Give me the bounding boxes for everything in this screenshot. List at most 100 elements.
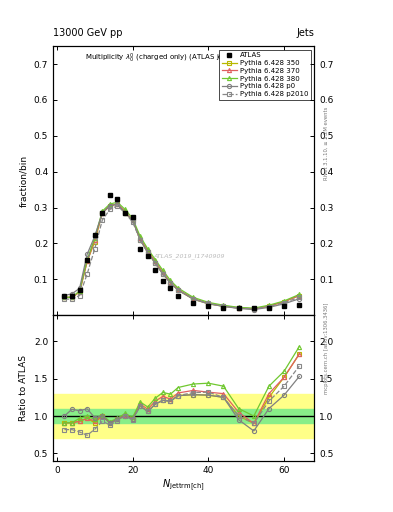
Pythia 6.428 380: [138, 233, 143, 240]
ATLAS: [123, 210, 127, 216]
Pythia 6.428 370: [160, 269, 165, 275]
Pythia 6.428 380: [100, 208, 105, 214]
Pythia 6.428 370: [168, 279, 173, 285]
Pythia 6.428 p0: [221, 303, 226, 309]
Pythia 6.428 370: [130, 217, 135, 223]
Text: Rivet 3.1.10, ≥ 3.2M events: Rivet 3.1.10, ≥ 3.2M events: [324, 106, 329, 180]
ATLAS: [108, 192, 112, 198]
ATLAS: [221, 305, 226, 311]
Pythia 6.428 350: [252, 306, 256, 312]
Pythia 6.428 350: [92, 239, 97, 245]
Pythia 6.428 p0: [236, 305, 241, 311]
Pythia 6.428 p0: [168, 280, 173, 286]
Pythia 6.428 p0: [297, 296, 301, 302]
Pythia 6.428 350: [221, 303, 226, 309]
ATLAS: [153, 267, 158, 273]
Text: ATLAS_2019_I1740909: ATLAS_2019_I1740909: [153, 253, 225, 259]
ATLAS: [77, 287, 82, 293]
Pythia 6.428 350: [266, 303, 271, 309]
Pythia 6.428 380: [153, 257, 158, 263]
Pythia 6.428 380: [206, 300, 211, 306]
ATLAS: [62, 292, 67, 298]
Pythia 6.428 350: [138, 237, 143, 243]
Pythia 6.428 370: [115, 201, 120, 207]
Pythia 6.428 p0: [138, 237, 143, 243]
Pythia 6.428 370: [266, 303, 271, 309]
Pythia 6.428 p0: [153, 260, 158, 266]
Line: Pythia 6.428 p0: Pythia 6.428 p0: [62, 202, 301, 312]
Pythia 6.428 350: [145, 249, 150, 255]
Pythia 6.428 p2010: [77, 292, 82, 298]
Y-axis label: fraction/bin: fraction/bin: [19, 155, 28, 207]
Pythia 6.428 350: [297, 292, 301, 298]
Pythia 6.428 p0: [108, 203, 112, 209]
Pythia 6.428 p0: [130, 217, 135, 223]
Pythia 6.428 p0: [85, 251, 90, 258]
Pythia 6.428 380: [115, 199, 120, 205]
Pythia 6.428 370: [153, 259, 158, 265]
Pythia 6.428 370: [70, 294, 74, 301]
Pythia 6.428 p2010: [176, 287, 180, 293]
Legend: ATLAS, Pythia 6.428 350, Pythia 6.428 370, Pythia 6.428 380, Pythia 6.428 p0, Py: ATLAS, Pythia 6.428 350, Pythia 6.428 37…: [219, 50, 311, 100]
Pythia 6.428 380: [236, 304, 241, 310]
Pythia 6.428 p0: [115, 201, 120, 207]
ATLAS: [115, 196, 120, 202]
Pythia 6.428 370: [191, 295, 196, 302]
Pythia 6.428 380: [92, 235, 97, 241]
Bar: [53, 394, 314, 438]
ATLAS: [145, 253, 150, 259]
Pythia 6.428 380: [266, 302, 271, 308]
Pythia 6.428 370: [282, 298, 286, 305]
Pythia 6.428 p0: [282, 301, 286, 307]
Pythia 6.428 350: [130, 217, 135, 223]
ATLAS: [130, 214, 135, 220]
ATLAS: [160, 278, 165, 284]
Pythia 6.428 370: [85, 259, 90, 265]
Pythia 6.428 380: [123, 206, 127, 212]
Pythia 6.428 p0: [100, 210, 105, 216]
Pythia 6.428 p2010: [108, 206, 112, 212]
Pythia 6.428 370: [176, 286, 180, 292]
Pythia 6.428 380: [252, 305, 256, 311]
Line: Pythia 6.428 350: Pythia 6.428 350: [62, 202, 301, 311]
Pythia 6.428 370: [138, 235, 143, 241]
Pythia 6.428 p2010: [160, 271, 165, 277]
Pythia 6.428 370: [206, 301, 211, 307]
Pythia 6.428 370: [92, 237, 97, 243]
Pythia 6.428 p2010: [168, 280, 173, 286]
Pythia 6.428 p2010: [206, 301, 211, 307]
Pythia 6.428 350: [206, 301, 211, 307]
Pythia 6.428 p0: [77, 285, 82, 291]
Pythia 6.428 350: [153, 260, 158, 266]
Pythia 6.428 350: [282, 298, 286, 305]
Line: ATLAS: ATLAS: [62, 193, 302, 311]
Pythia 6.428 350: [236, 305, 241, 311]
ATLAS: [92, 231, 97, 238]
ATLAS: [85, 257, 90, 263]
Pythia 6.428 p2010: [282, 300, 286, 306]
Pythia 6.428 p2010: [252, 306, 256, 312]
Pythia 6.428 350: [123, 210, 127, 216]
Pythia 6.428 p2010: [70, 296, 74, 302]
ATLAS: [100, 210, 105, 216]
Pythia 6.428 p2010: [92, 246, 97, 252]
Line: Pythia 6.428 p2010: Pythia 6.428 p2010: [62, 204, 301, 311]
Pythia 6.428 350: [108, 203, 112, 209]
Pythia 6.428 380: [145, 246, 150, 252]
Pythia 6.428 380: [168, 278, 173, 284]
Pythia 6.428 p2010: [115, 203, 120, 209]
Pythia 6.428 380: [130, 216, 135, 222]
Text: mcplots.cern.ch [arXiv:1306.3436]: mcplots.cern.ch [arXiv:1306.3436]: [324, 303, 329, 394]
Pythia 6.428 350: [115, 201, 120, 207]
Pythia 6.428 p0: [160, 271, 165, 277]
Pythia 6.428 p0: [92, 233, 97, 240]
Pythia 6.428 p0: [145, 249, 150, 255]
Pythia 6.428 p2010: [236, 305, 241, 311]
ATLAS: [206, 303, 211, 309]
Pythia 6.428 370: [108, 203, 112, 209]
Pythia 6.428 370: [100, 210, 105, 216]
Pythia 6.428 370: [236, 305, 241, 311]
Pythia 6.428 p2010: [85, 271, 90, 277]
Line: Pythia 6.428 370: Pythia 6.428 370: [62, 202, 301, 311]
Pythia 6.428 370: [123, 208, 127, 214]
